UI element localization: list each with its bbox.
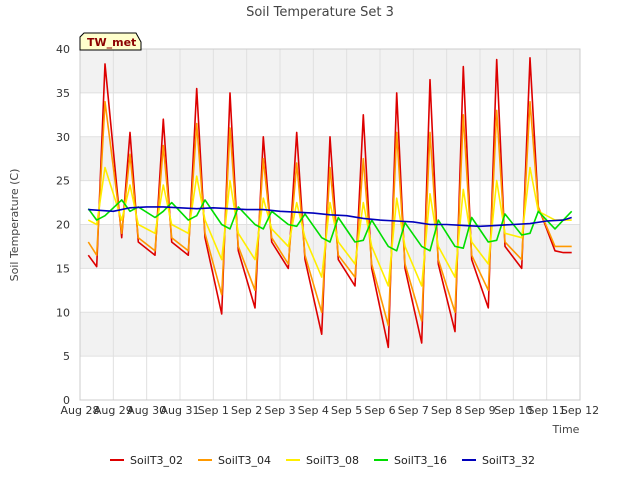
x-tick-label: Sep 6 <box>364 404 395 417</box>
site-badge-box <box>79 32 142 51</box>
x-tick-label: Sep 5 <box>331 404 362 417</box>
x-tick-label: Sep 3 <box>264 404 295 417</box>
plot-frame <box>79 48 581 401</box>
series-line-soilt3-16 <box>87 199 573 252</box>
background-band <box>80 224 580 269</box>
legend-label: SoilT3_04 <box>218 454 271 467</box>
series-line-soilt3-08 <box>87 166 572 287</box>
x-tick-label: Aug 31 <box>161 404 200 417</box>
y-tick-label: 5 <box>63 350 70 363</box>
site-badge-label: TW_met <box>87 36 136 49</box>
legend-label: SoilT3_02 <box>130 454 183 467</box>
legend-item: SoilT3_08 <box>286 454 359 467</box>
x-axis-title: Time <box>552 423 580 436</box>
x-tick-label: Sep 8 <box>431 404 462 417</box>
x-tick-label: Aug 28 <box>61 404 100 417</box>
series-lines <box>87 56 573 349</box>
series-line-soilt3-32 <box>88 206 572 228</box>
chart-title: Soil Temperature Set 3 <box>246 5 394 20</box>
legend-item: SoilT3_04 <box>198 454 271 467</box>
x-tick-label: Sep 12 <box>561 404 599 417</box>
background-band <box>80 49 580 93</box>
y-axis-ticks: 0 5 10 15 20 25 30 35 40 <box>56 43 70 407</box>
x-tick-label: Sep 11 <box>528 404 566 417</box>
legend-item: SoilT3_16 <box>374 454 447 467</box>
y-tick-label: 15 <box>56 262 70 275</box>
series-line-soilt3-02 <box>87 56 572 349</box>
x-tick-label: Sep 1 <box>198 404 229 417</box>
x-tick-label: Sep 10 <box>494 404 532 417</box>
legend-item: SoilT3_32 <box>462 454 535 467</box>
legend-label: SoilT3_16 <box>394 454 447 467</box>
x-tick-label: Aug 29 <box>94 404 133 417</box>
legend-item: SoilT3_02 <box>110 454 183 467</box>
background-band <box>80 312 580 357</box>
x-tick-label: Sep 2 <box>231 404 262 417</box>
y-tick-label: 10 <box>56 306 70 319</box>
site-badge: TW_met <box>79 32 142 51</box>
y-tick-label: 20 <box>56 219 70 232</box>
y-tick-label: 25 <box>56 175 70 188</box>
x-tick-label: Sep 4 <box>298 404 329 417</box>
legend-label: SoilT3_08 <box>306 454 359 467</box>
y-tick-label: 40 <box>56 43 70 56</box>
y-tick-label: 0 <box>63 394 70 407</box>
y-axis-title: Soil Temperature (C) <box>8 169 21 282</box>
x-tick-label: Sep 9 <box>464 404 495 417</box>
legend: SoilT3_02 SoilT3_04 SoilT3_08 SoilT3_16 Soil… <box>110 454 535 467</box>
series-line-soilt3-04 <box>87 100 572 327</box>
x-tick-label: Sep 7 <box>398 404 429 417</box>
x-tick-label: Aug 30 <box>127 404 166 417</box>
y-tick-label: 35 <box>56 87 70 100</box>
legend-label: SoilT3_32 <box>482 454 535 467</box>
y-tick-label: 30 <box>56 131 70 144</box>
